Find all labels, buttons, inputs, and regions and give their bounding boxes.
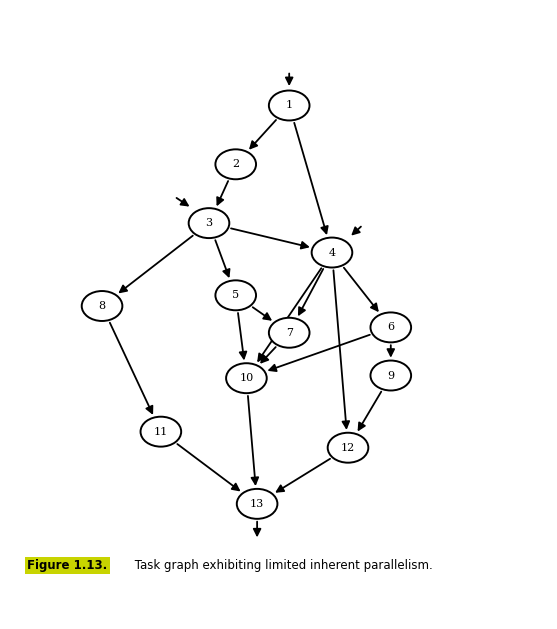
Text: 5: 5	[232, 291, 240, 300]
Text: Figure 1.13.: Figure 1.13.	[27, 559, 108, 572]
Ellipse shape	[216, 149, 256, 179]
Text: 4: 4	[329, 248, 335, 257]
Ellipse shape	[269, 318, 310, 348]
Ellipse shape	[312, 238, 352, 267]
Ellipse shape	[370, 360, 411, 391]
Ellipse shape	[140, 416, 181, 447]
Text: 3: 3	[206, 218, 213, 228]
Text: 2: 2	[232, 159, 240, 169]
Ellipse shape	[370, 313, 411, 342]
Ellipse shape	[189, 208, 229, 238]
Text: 1: 1	[286, 101, 293, 111]
Ellipse shape	[328, 433, 368, 463]
Text: 12: 12	[341, 443, 355, 453]
Text: 7: 7	[286, 328, 292, 338]
Text: 10: 10	[240, 373, 253, 383]
Ellipse shape	[216, 281, 256, 310]
Ellipse shape	[82, 291, 123, 321]
Text: 6: 6	[387, 323, 394, 332]
Ellipse shape	[237, 489, 277, 519]
Text: 11: 11	[154, 426, 168, 437]
Text: 13: 13	[250, 499, 264, 509]
Ellipse shape	[269, 91, 310, 121]
Text: 9: 9	[387, 370, 394, 381]
Text: 8: 8	[99, 301, 106, 311]
Ellipse shape	[226, 363, 267, 393]
Text: Task graph exhibiting limited inherent parallelism.: Task graph exhibiting limited inherent p…	[131, 559, 433, 572]
